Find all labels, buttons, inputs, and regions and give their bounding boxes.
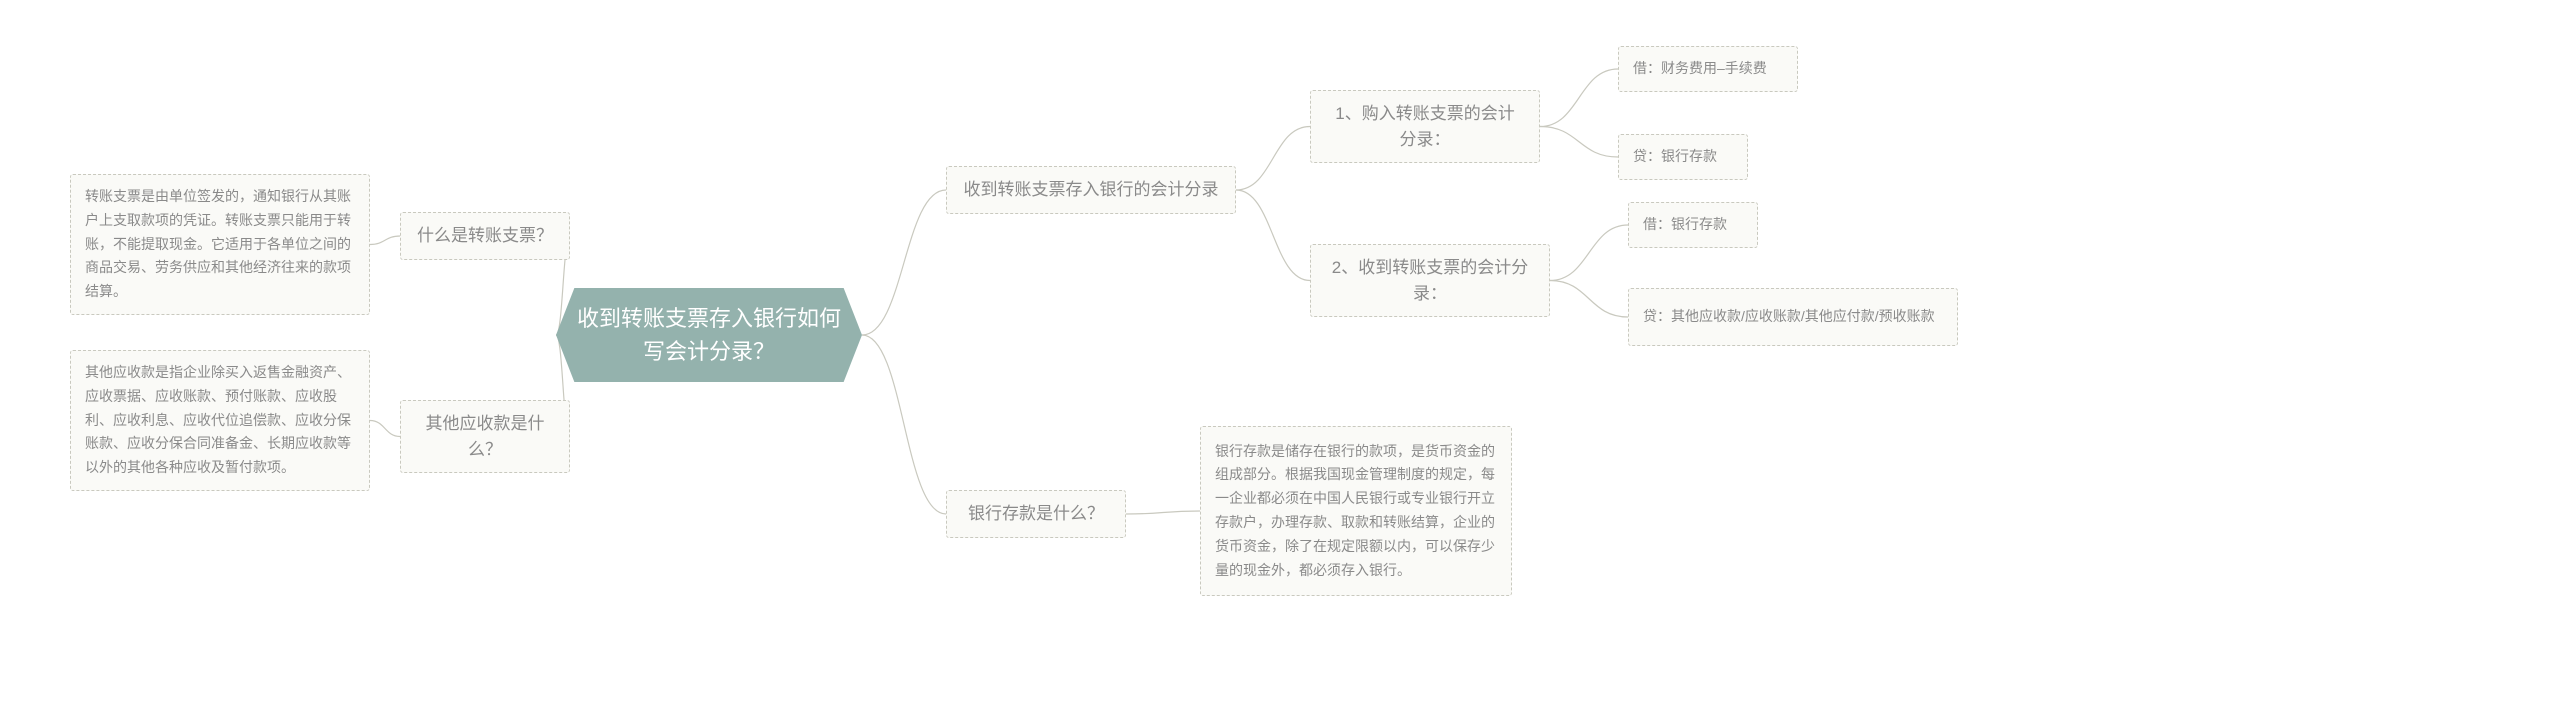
mindmap-node-lb2: 其他应收款是什么？	[400, 400, 570, 473]
mindmap-node-lb1: 什么是转账支票？	[400, 212, 570, 260]
mindmap-node-root: 收到转账支票存入银行如何写会计分录？	[556, 288, 862, 382]
edges-layer	[0, 0, 2560, 717]
mindmap-node-rl1b2: 贷：其他应收款/应收账款/其他应付款/预收账款	[1628, 288, 1958, 346]
mindmap-canvas: 收到转账支票存入银行如何写会计分录？ 什么是转账支票？ 其他应收款是什么？ 转账支票是…	[0, 0, 2560, 717]
mindmap-node-rb1b: 2、收到转账支票的会计分录：	[1310, 244, 1550, 317]
mindmap-node-rb2: 银行存款是什么？	[946, 490, 1126, 538]
mindmap-node-ll1: 转账支票是由单位签发的，通知银行从其账户上支取款项的凭证。转账支票只能用于转账，…	[70, 174, 370, 315]
mindmap-node-rl1a1: 借：财务费用–手续费	[1618, 46, 1798, 92]
mindmap-node-rb1a: 1、购入转账支票的会计分录：	[1310, 90, 1540, 163]
mindmap-node-ll2: 其他应收款是指企业除买入返售金融资产、应收票据、应收账款、预付账款、应收股利、应…	[70, 350, 370, 491]
mindmap-node-rl1b1: 借：银行存款	[1628, 202, 1758, 248]
mindmap-node-rb1: 收到转账支票存入银行的会计分录	[946, 166, 1236, 214]
mindmap-node-rl2: 银行存款是储存在银行的款项，是货币资金的组成部分。根据我国现金管理制度的规定，每…	[1200, 426, 1512, 596]
mindmap-node-rl1a2: 贷：银行存款	[1618, 134, 1748, 180]
